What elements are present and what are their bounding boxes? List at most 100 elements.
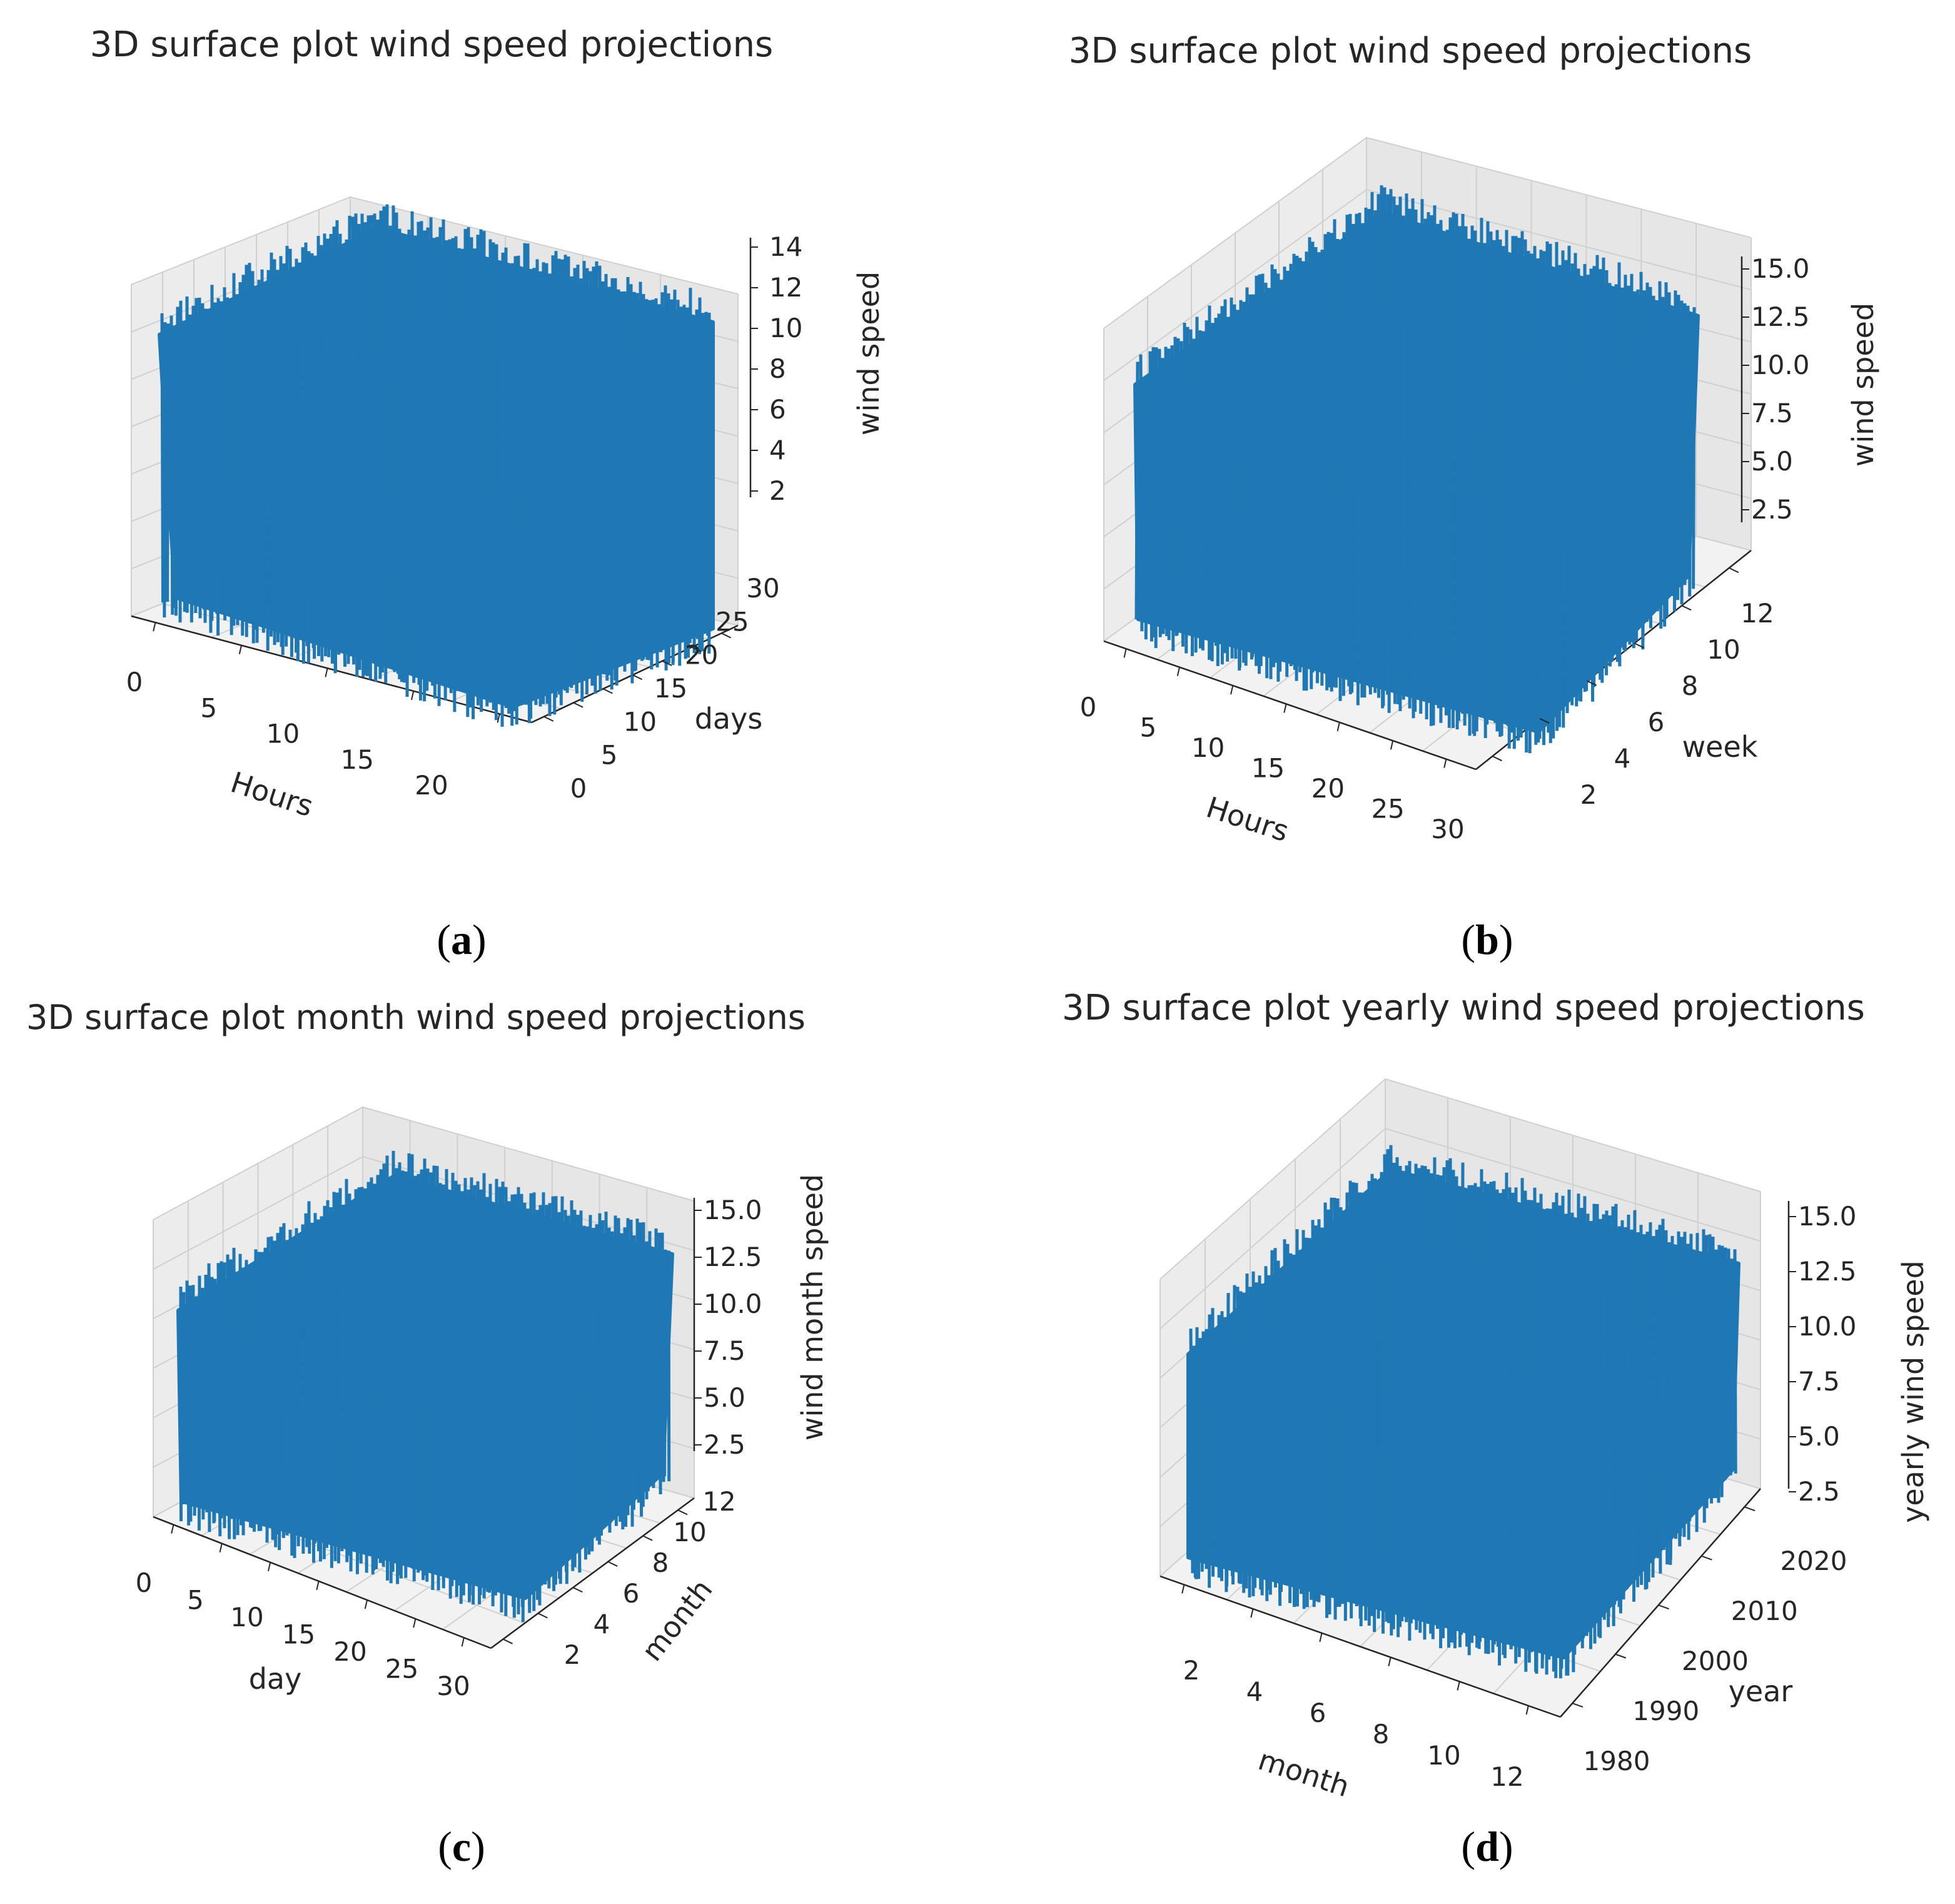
panel-c-title: 3D surface plot month wind speed project… (26, 998, 806, 1037)
x-tick-mark (364, 1599, 368, 1609)
x-tick-label: 30 (437, 1671, 470, 1701)
y-tick-label: 15 (654, 673, 687, 704)
x-tick-mark (219, 1543, 223, 1552)
x-tick-mark (1250, 1608, 1254, 1618)
panel-a-ylabel: days (695, 702, 763, 736)
x-tick-mark (316, 1581, 320, 1591)
z-tick-label: 2.5 (1798, 1476, 1840, 1507)
y-axis-line (1560, 1488, 1761, 1718)
x-tick-mark (325, 668, 328, 677)
z-tick-label: 2 (769, 475, 786, 506)
y-tick-mark (543, 716, 554, 722)
x-tick-mark (1319, 1633, 1323, 1643)
y-tick-mark (691, 646, 702, 652)
z-tick-label: 6 (769, 394, 786, 425)
panel-c-plot: 051015202530246810122.55.07.510.012.515.… (136, 1106, 762, 1701)
x-axis-line (1159, 1575, 1561, 1718)
y-tick-mark (642, 1535, 653, 1541)
x-tick-label: 20 (415, 770, 448, 801)
wall-grid-z (1103, 136, 1752, 329)
z-tick-label: 12 (769, 272, 802, 303)
x-tick-mark (411, 691, 415, 701)
y-tick-label: 0 (570, 773, 587, 804)
x-tick-label: 20 (1311, 773, 1345, 804)
x-tick-label: 5 (187, 1585, 204, 1616)
panel-d: 3D surface plot yearly wind speed projec… (1062, 988, 1930, 1870)
y-tick-mark (572, 1587, 583, 1593)
wall-grid-z (1103, 189, 1752, 382)
y-tick-mark (721, 632, 732, 639)
x-tick-mark (1123, 649, 1127, 658)
y-tick-label: 6 (623, 1578, 640, 1609)
x-tick-label: 0 (136, 1567, 153, 1598)
x-tick-label: 4 (1246, 1676, 1263, 1707)
y-tick-label: 2000 (1682, 1646, 1749, 1676)
x-tick-mark (153, 622, 156, 632)
y-tick-label: 10 (624, 706, 657, 737)
x-tick-mark (1525, 1705, 1529, 1715)
y-tick-mark (573, 702, 583, 708)
z-tick-label: 10.0 (1751, 350, 1810, 380)
data-lines (179, 1150, 671, 1623)
z-tick-label: 10.0 (704, 1289, 762, 1319)
z-tick-label: 7.5 (1798, 1366, 1840, 1397)
x-tick-label: 2 (1183, 1655, 1200, 1686)
panel-b-ylabel: week (1682, 730, 1758, 764)
wall-grid-z (153, 1156, 695, 1270)
z-tick-label: 15.0 (1798, 1201, 1857, 1232)
x-tick-label: 10 (1191, 732, 1225, 763)
z-tick-label: 15.0 (704, 1195, 762, 1225)
panel-a-title: 3D surface plot wind speed projections (90, 24, 773, 65)
z-tick-label: 14 (769, 231, 802, 262)
z-tick-label: 5.0 (704, 1382, 745, 1413)
y-tick-label: 4 (1614, 743, 1631, 774)
x-axis-line (131, 615, 532, 724)
y-tick-label: 2 (1580, 779, 1597, 810)
y-tick-label: 2 (564, 1639, 581, 1670)
y-tick-label: 5 (601, 740, 618, 771)
x-tick-label: 8 (1373, 1719, 1390, 1750)
panel-d-caption: (d) (1461, 1823, 1513, 1870)
panel-a-zlabel: wind speed (852, 271, 886, 435)
x-tick-mark (1390, 740, 1394, 750)
wall-grid-z (1159, 1078, 1761, 1280)
y-tick-label: 25 (715, 606, 749, 637)
x-tick-label: 6 (1310, 1698, 1326, 1728)
z-tick-label: 15.0 (1751, 253, 1810, 284)
y-tick-mark (607, 1561, 618, 1567)
y-tick-label: 6 (1648, 707, 1665, 737)
panel-d-ylabel: year (1729, 1674, 1793, 1708)
z-tick-label: 7.5 (704, 1335, 745, 1366)
panel-b-caption: (b) (1461, 916, 1513, 963)
wall-grid-z (153, 1106, 695, 1220)
x-tick-label: 20 (333, 1636, 366, 1667)
x-tick-mark (268, 1562, 271, 1572)
y-tick-label: 2020 (1781, 1546, 1847, 1576)
x-tick-label: 5 (1139, 712, 1156, 743)
panel-d-zlabel: yearly wind speed (1896, 1260, 1930, 1523)
y-tick-mark (1492, 756, 1502, 762)
y-tick-label: 8 (1682, 671, 1699, 701)
y-tick-label: 10 (1707, 634, 1740, 665)
z-tick-label: 5.0 (1798, 1421, 1840, 1452)
x-tick-label: 5 (200, 692, 217, 723)
y-tick-mark (1539, 717, 1550, 724)
y-tick-mark (1658, 1604, 1669, 1610)
x-tick-mark (1388, 1657, 1392, 1666)
panel-c-caption: (c) (438, 1823, 485, 1870)
y-tick-mark (602, 688, 613, 694)
y-tick-label: 1990 (1632, 1696, 1699, 1726)
y-tick-label: 20 (685, 640, 718, 671)
x-tick-mark (1230, 685, 1234, 695)
panel-b-title: 3D surface plot wind speed projections (1069, 31, 1752, 71)
panel-c: 3D surface plot month wind speed project… (26, 998, 829, 1870)
y-tick-mark (1615, 1653, 1627, 1659)
panel-d-plot: 2 4 6 8 10 12 1980 1990 2000 2010 2020 2.5 5.0 7.5 10.… (1159, 1078, 1857, 1792)
x-tick-mark (461, 1637, 465, 1647)
y-tick-label: 4 (594, 1609, 610, 1639)
y-tick-label: 30 (746, 573, 779, 604)
y-tick-label: 12 (702, 1486, 735, 1517)
x-tick-label: 30 (1431, 814, 1464, 844)
